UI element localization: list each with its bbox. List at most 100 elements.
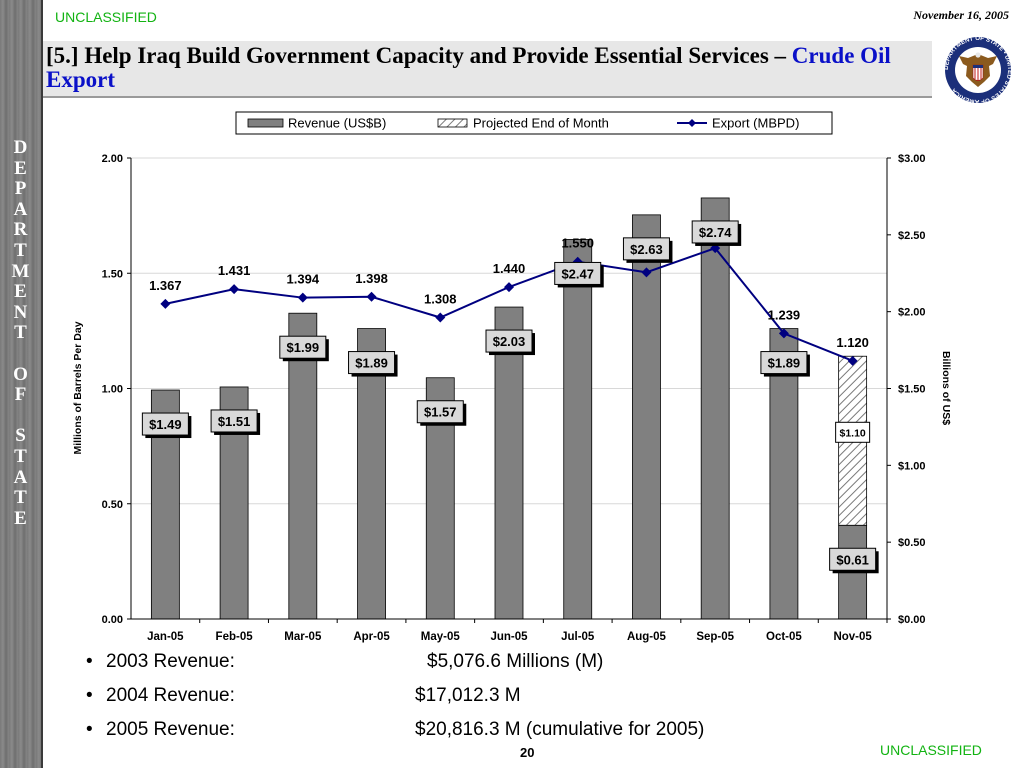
sidebar-letter: A xyxy=(13,198,28,220)
revenue-bar xyxy=(700,197,730,620)
legend-label-projected: Projected End of Month xyxy=(473,116,609,131)
bullet-label: 2004 Revenue: xyxy=(106,685,235,706)
revenue-data-label: $2.63 xyxy=(630,242,663,257)
sidebar-letters: D E P A R T M E N T O F S T A T E xyxy=(0,137,41,529)
export-data-label: 1.394 xyxy=(287,272,320,287)
revenue-label-box xyxy=(279,335,327,359)
x-tick-label: Aug-05 xyxy=(627,631,667,643)
revenue-bar xyxy=(288,312,318,620)
bullet-value: $20,816.3 M (cumulative for 2005) xyxy=(415,719,705,740)
revenue-label-box xyxy=(348,351,396,375)
export-data-label: 1.308 xyxy=(424,292,457,307)
revenue-bar xyxy=(632,214,661,620)
sidebar-letter: P xyxy=(14,178,27,200)
legend-label-revenue: Revenue (US$B) xyxy=(288,116,386,131)
revenue-label-box xyxy=(416,400,464,424)
export-data-label: 1.367 xyxy=(149,278,182,293)
export-marker xyxy=(229,284,240,295)
sidebar-letter xyxy=(0,344,41,365)
revenue-label-box xyxy=(760,351,808,375)
revenue-bar xyxy=(563,239,593,620)
export-marker xyxy=(366,291,377,302)
x-tick-label: Apr-05 xyxy=(353,631,390,643)
revenue-data-label: $1.89 xyxy=(355,356,388,371)
title-band xyxy=(43,41,932,98)
revenue-label-box xyxy=(829,547,877,571)
revenue-bar xyxy=(494,306,524,620)
crude-oil-export-chart: 1.3671.4311.3941.3981.3081.4401.5501.504… xyxy=(72,111,952,643)
revenue-label-box xyxy=(554,261,602,285)
y-tick-label-left: 0.00 xyxy=(102,614,123,626)
x-tick-label: Jun-05 xyxy=(490,631,528,643)
x-tick-label: Nov-05 xyxy=(833,631,872,643)
bullet-label: 2003 Revenue: xyxy=(106,651,235,672)
export-marker xyxy=(504,282,514,293)
revenue-data-label: $2.74 xyxy=(699,225,732,240)
sidebar-letter: M xyxy=(11,260,30,282)
x-tick-label: Oct-05 xyxy=(766,631,802,643)
revenue-label-box xyxy=(622,237,670,261)
y-tick-label-right: $0.50 xyxy=(898,537,926,549)
revenue-data-label: $1.89 xyxy=(768,356,801,371)
sidebar-letter: D xyxy=(13,137,28,158)
x-tick-label: May-05 xyxy=(421,631,461,643)
sidebar-letter: T xyxy=(14,445,27,467)
sidebar-letter: T xyxy=(14,487,27,509)
export-data-label: 1.398 xyxy=(355,271,388,286)
y-tick-label-right: $1.00 xyxy=(898,460,926,472)
x-tick-label: Mar-05 xyxy=(284,631,322,643)
sidebar-letter: O xyxy=(13,363,28,385)
revenue-label-box xyxy=(691,220,739,244)
bullet-dot: • xyxy=(86,651,93,672)
bullet-value: $5,076.6 Millions (M) xyxy=(427,651,604,672)
page-number: 20 xyxy=(520,745,535,760)
y-tick-label-right: $2.50 xyxy=(898,230,926,242)
legend-swatch-export-marker xyxy=(688,119,696,127)
y-axis-label-left: Millions of Barrels Per Day xyxy=(72,321,84,454)
export-data-label: 1.440 xyxy=(493,261,526,276)
sidebar-letter: N xyxy=(13,301,28,323)
y-tick-label-left: 1.00 xyxy=(102,384,123,396)
x-tick-label: Sep-05 xyxy=(696,631,734,643)
revenue-data-label: $1.49 xyxy=(149,417,182,432)
bullet-value: $17,012.3 M xyxy=(415,685,521,706)
export-marker xyxy=(778,328,789,339)
y-tick-label-left: 0.50 xyxy=(102,499,123,511)
export-marker xyxy=(435,312,446,323)
sidebar-letter: E xyxy=(14,281,27,303)
bullet-label: 2005 Revenue: xyxy=(106,719,235,740)
export-marker xyxy=(847,355,858,366)
legend-swatch-projected xyxy=(437,118,468,128)
legend-box xyxy=(235,111,833,135)
department-of-state-sidebar: D E P A R T M E N T O F S T A T E xyxy=(0,0,43,768)
y-tick-label-right: $3.00 xyxy=(898,153,926,165)
revenue-label-box xyxy=(141,412,189,436)
slide-date: November 16, 2005 xyxy=(913,8,1009,22)
revenue-data-label: $1.51 xyxy=(218,414,251,429)
y-tick-label-right: $2.00 xyxy=(898,307,926,319)
sidebar-letter: R xyxy=(13,219,28,241)
title-main: [5.] Help Iraq Build Government Capacity… xyxy=(46,43,792,68)
sidebar-letter: T xyxy=(14,322,27,344)
department-of-state-seal-icon: DEPARTMENT OF STATE • UNITED STATES OF A… xyxy=(943,36,1013,104)
legend: Revenue (US$B) Projected End of Month Ex… xyxy=(235,111,833,135)
export-marker xyxy=(297,292,308,303)
slide-title: [5.] Help Iraq Build Government Capacity… xyxy=(46,44,926,92)
revenue-data-label: $2.47 xyxy=(561,266,594,281)
y-tick-label-right: $1.50 xyxy=(898,384,926,396)
export-marker xyxy=(160,298,171,309)
classification-bottom: UNCLASSIFIED xyxy=(880,742,982,758)
x-tick-label: Jul-05 xyxy=(561,631,595,643)
revenue-bar xyxy=(357,328,386,620)
sidebar-letter xyxy=(0,406,41,427)
sidebar-letter: T xyxy=(14,239,27,261)
bullet-dot: • xyxy=(86,719,93,740)
revenue-data-label: $0.61 xyxy=(836,552,869,567)
sidebar-letter: S xyxy=(15,425,26,447)
bullet-dot: • xyxy=(86,685,93,706)
revenue-data-label: $1.99 xyxy=(287,340,320,355)
y-axis-label-right: Billions of US$ xyxy=(940,351,952,425)
export-data-label: 1.431 xyxy=(218,263,251,278)
sidebar-letter: A xyxy=(13,466,28,488)
legend-swatch-revenue xyxy=(247,118,284,128)
